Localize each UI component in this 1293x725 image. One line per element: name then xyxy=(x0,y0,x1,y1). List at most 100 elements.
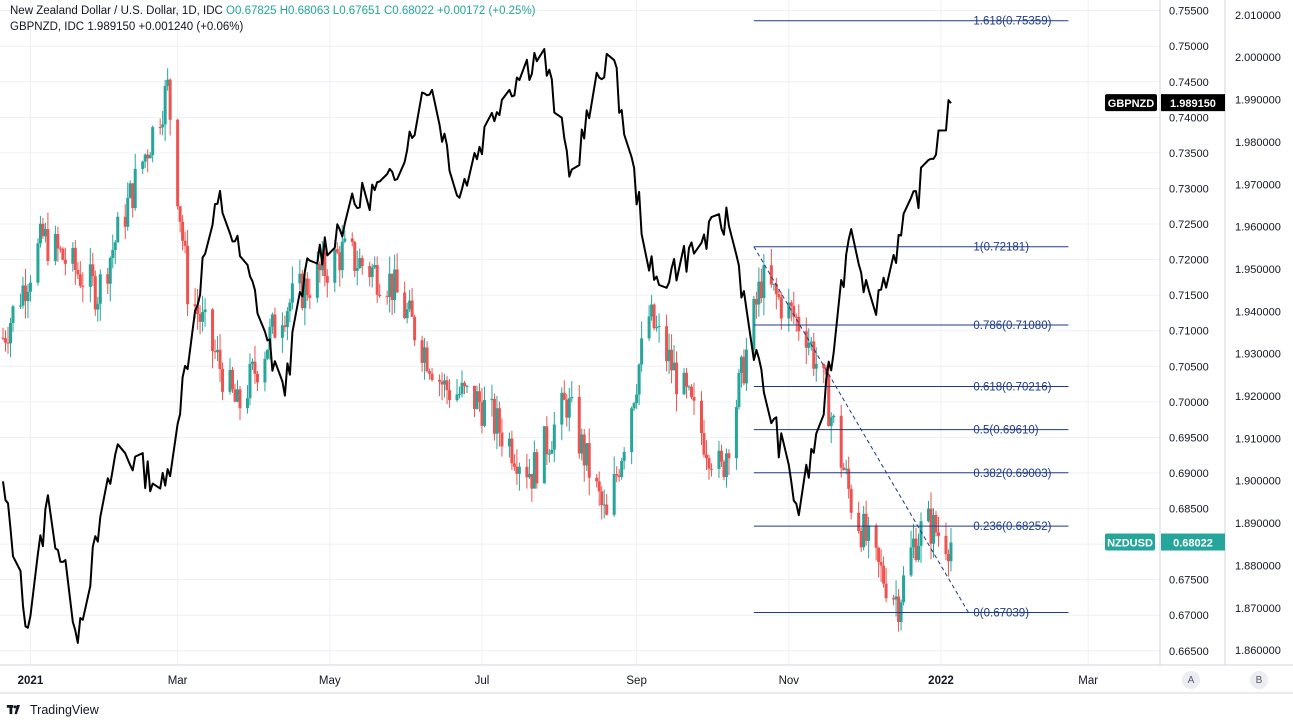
price-tick-label: 0.70000 xyxy=(1169,397,1209,409)
candle-body xyxy=(61,248,65,260)
fib-trend-line[interactable] xyxy=(753,246,969,613)
candle-body xyxy=(699,400,703,434)
candle-body xyxy=(375,265,379,295)
candle-body xyxy=(245,398,249,409)
candle-body xyxy=(233,389,237,402)
candle-body xyxy=(777,294,781,298)
fibonacci-levels[interactable]: 1.618(0.75359) 1(0.72181) 0.786(0.71080) 0.… xyxy=(753,16,1069,620)
candle-body xyxy=(567,398,571,418)
time-tick-label: 2021 xyxy=(18,675,44,687)
candle-body xyxy=(410,300,414,317)
candle-body xyxy=(166,79,170,86)
candle-body xyxy=(772,283,776,285)
time-axis[interactable]: 2021 Mar May Jul Sep Nov 2022 Mar xyxy=(18,675,1099,687)
candle-body xyxy=(727,453,731,459)
candle-body xyxy=(71,247,75,264)
price-axes[interactable]: 0.75500 0.75000 0.74500 0.74000 0.73500 0.730… xyxy=(0,0,1293,694)
candle-body xyxy=(702,433,706,455)
candle-body xyxy=(23,285,27,302)
candle-body xyxy=(43,229,47,237)
candle-body xyxy=(769,265,773,285)
candle-body xyxy=(255,373,259,383)
candle-body xyxy=(620,460,624,478)
candle-body xyxy=(303,278,307,309)
price-tick-label: 0.67000 xyxy=(1169,610,1209,622)
candle-body xyxy=(273,314,277,338)
secondary-price-tick-label: 1.960000 xyxy=(1235,222,1281,234)
candle-body xyxy=(333,249,337,283)
candle-body xyxy=(582,434,586,466)
secondary-price-tick-label: 1.860000 xyxy=(1235,645,1281,657)
candle-body xyxy=(812,341,816,369)
candle-body xyxy=(268,326,272,350)
candle-body xyxy=(657,326,661,328)
candle-body xyxy=(630,408,634,453)
candle-body xyxy=(734,407,738,459)
candle-body xyxy=(1,337,5,339)
candle-body xyxy=(73,247,77,270)
candle-body xyxy=(824,368,828,375)
candle-body xyxy=(570,396,574,399)
candle-body xyxy=(884,583,888,599)
candle-body xyxy=(742,356,746,384)
candle-body xyxy=(355,268,359,271)
fib-level-label: 0.382(0.69003) xyxy=(973,468,1051,480)
candle-body xyxy=(430,373,434,380)
candle-body xyxy=(857,512,861,532)
candle-body xyxy=(787,302,791,319)
candle-body xyxy=(98,274,102,304)
legend-secondary-title: GBPNZD, IDC xyxy=(10,21,85,33)
candle-body xyxy=(704,454,708,459)
candle-body xyxy=(335,249,339,253)
candle-body xyxy=(690,386,694,398)
candle-body xyxy=(283,325,287,328)
candle-body xyxy=(201,312,205,322)
candle-body xyxy=(909,547,913,576)
candle-body xyxy=(448,390,452,401)
price-tick-label: 0.75500 xyxy=(1169,6,1209,18)
fib-level-label: 0.236(0.68252) xyxy=(973,521,1051,533)
candle-body xyxy=(757,281,761,305)
tradingview-watermark[interactable]: TradingView xyxy=(6,703,99,717)
candle-body xyxy=(58,248,62,250)
candle-body xyxy=(211,309,215,352)
candle-body xyxy=(752,298,756,350)
candle-body xyxy=(510,438,514,464)
fib-level-label: 0.786(0.71080) xyxy=(973,320,1051,332)
price-tick-label: 0.73500 xyxy=(1169,148,1209,160)
candle-body xyxy=(492,398,496,434)
time-tick-label: Jul xyxy=(475,675,490,687)
candle-body xyxy=(612,474,616,515)
candle-body xyxy=(814,364,818,369)
candle-body xyxy=(420,340,424,363)
candle-body xyxy=(28,282,32,292)
candle-body xyxy=(133,168,137,209)
candle-body xyxy=(902,575,906,603)
candle-body xyxy=(395,269,399,293)
secondary-scale-button[interactable]: B xyxy=(1250,671,1268,689)
candle-body xyxy=(168,79,172,120)
candle-body xyxy=(595,477,599,482)
candle-body xyxy=(931,514,935,544)
candle-body xyxy=(545,426,549,455)
candle-body xyxy=(917,545,921,560)
candle-body xyxy=(632,403,636,409)
candle-body xyxy=(146,154,150,159)
series-name-tag-text: GBPNZD xyxy=(1108,98,1155,110)
auto-scale-button[interactable]: A xyxy=(1182,671,1200,689)
candle-body xyxy=(36,243,40,283)
candle-body xyxy=(428,371,432,374)
secondary-price-tick-label: 1.980000 xyxy=(1235,137,1281,149)
candle-body xyxy=(650,304,654,317)
candle-body xyxy=(804,331,808,348)
candle-body xyxy=(360,258,364,267)
candle-body xyxy=(151,127,155,156)
fib-level-label: 0.618(0.70216) xyxy=(973,381,1051,393)
candle-body xyxy=(76,269,80,275)
time-tick-label: 2022 xyxy=(928,675,954,687)
candle-body xyxy=(265,349,269,359)
candle-body xyxy=(617,475,621,478)
candle-body xyxy=(560,392,564,425)
candle-body xyxy=(280,325,284,338)
